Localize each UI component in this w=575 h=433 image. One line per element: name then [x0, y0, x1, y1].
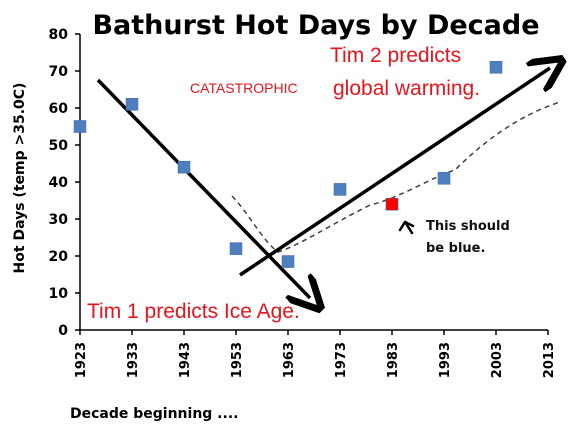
data-points — [73, 61, 503, 268]
x-tick-label: 1933 — [126, 342, 141, 378]
y-tick-label: 60 — [49, 101, 69, 117]
data-point — [437, 172, 451, 185]
tim1-annotation: Tim 1 predicts Ice Age. — [87, 300, 300, 323]
x-tick-label: 1973 — [334, 342, 349, 378]
note-line2: be blue. — [426, 241, 485, 256]
data-point — [177, 160, 191, 174]
x-ticks: 1923 1933 1943 1953 1963 1973 1983 1993 2003 2013 — [74, 330, 557, 378]
data-point — [73, 120, 87, 133]
x-tick-label: 1983 — [386, 342, 401, 378]
y-axis-label: Hot Days (temp >35.0C) — [12, 83, 28, 274]
data-point — [125, 98, 139, 111]
data-point — [229, 242, 243, 255]
x-axis-label: Decade beginning .... — [70, 406, 238, 422]
x-tick-label: 1953 — [230, 342, 245, 378]
y-tick-label: 50 — [49, 138, 69, 154]
note-line1: This should — [426, 219, 510, 234]
x-tick-label: 2003 — [490, 342, 505, 378]
note-arrow — [398, 220, 415, 235]
ice-age-arrow — [96, 78, 310, 298]
y-tick-label: 80 — [49, 27, 69, 43]
warming-arrow — [239, 68, 550, 277]
x-tick-label: 1963 — [282, 342, 297, 378]
data-point — [489, 61, 503, 74]
data-point — [333, 183, 347, 196]
data-point — [281, 255, 295, 268]
y-ticks: 0 10 20 30 40 50 60 70 80 — [49, 27, 80, 339]
y-tick-label: 20 — [49, 249, 69, 265]
tim2-annotation-line1: Tim 2 predicts — [330, 44, 461, 67]
data-point — [385, 197, 399, 211]
x-tick-label: 1993 — [438, 342, 453, 378]
y-tick-label: 10 — [49, 286, 69, 302]
catastrophic-label: CATASTROPHIC — [190, 80, 298, 96]
chart-title: Bathurst Hot Days by Decade — [92, 10, 539, 41]
y-tick-label: 0 — [58, 323, 68, 339]
hand-drawn-curve — [231, 101, 561, 253]
y-tick-label: 70 — [49, 64, 69, 80]
y-tick-label: 30 — [49, 212, 69, 228]
x-tick-label: 1943 — [178, 342, 193, 378]
x-tick-label: 2013 — [542, 342, 557, 378]
tim2-annotation-line2: global warming. — [333, 77, 480, 100]
y-tick-label: 40 — [49, 175, 69, 191]
x-tick-label: 1923 — [74, 342, 89, 378]
